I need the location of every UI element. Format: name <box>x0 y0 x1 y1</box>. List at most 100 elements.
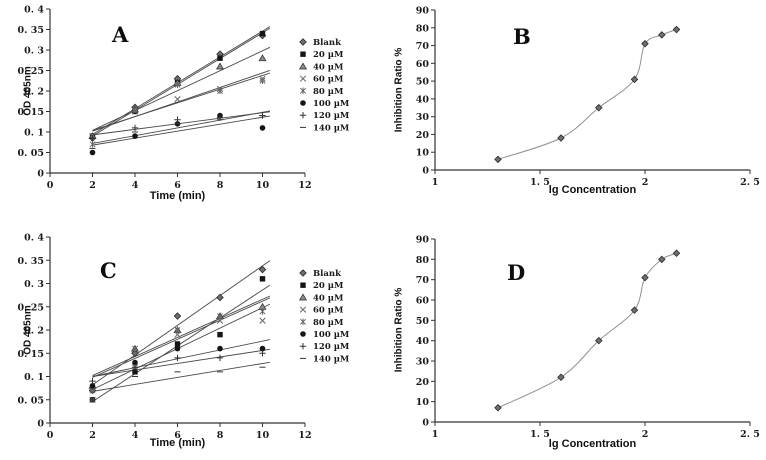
legend-label: 20 µM <box>313 281 344 291</box>
series-inhibition-ratio <box>494 249 681 412</box>
x-axis-label-b: lg Concentration <box>548 184 637 196</box>
diamond-marker <box>641 273 649 282</box>
x-tick-label: 1. 5 <box>530 177 550 188</box>
diamond-marker <box>258 265 267 274</box>
triangle-marker <box>215 62 225 70</box>
x-marker <box>174 96 181 103</box>
legend-label: 120 µM <box>313 342 350 352</box>
legend-item: 140 µM <box>300 123 350 133</box>
circle-marker <box>259 125 266 131</box>
x-tick-label: 4 <box>132 430 139 441</box>
legend-item: 20 µM <box>300 281 344 291</box>
star-marker <box>259 308 266 315</box>
legend-label: 20 µM <box>313 50 344 60</box>
legend-item: 60 µM <box>299 306 344 316</box>
plus-marker <box>259 350 266 357</box>
x-axis-label-d: lg Concentration <box>548 438 637 450</box>
star-marker <box>217 312 223 320</box>
y-tick-label: 40 <box>416 336 430 347</box>
circle-marker <box>132 133 138 139</box>
y-tick-label: 80 <box>416 255 430 266</box>
x-tick-label: 2 <box>89 430 96 441</box>
y-tick-label: 0 <box>37 419 44 430</box>
panel-letter-d: D <box>507 260 526 285</box>
x-marker <box>216 317 224 324</box>
square-marker <box>259 30 266 37</box>
legend-item: 140 µM <box>300 354 350 364</box>
y-tick-label: 80 <box>416 23 430 34</box>
axis-lines <box>434 239 750 423</box>
y-tick-label: 0. 35 <box>18 256 44 267</box>
series-80-µm <box>89 308 266 394</box>
y-tick-label: 0 <box>422 166 429 177</box>
plus-marker <box>89 134 96 142</box>
legend-item: Blank <box>299 269 342 279</box>
series-100-µm <box>89 345 266 389</box>
trendline <box>92 303 271 390</box>
diamond-marker <box>494 404 502 412</box>
x-tick-label: 2. 5 <box>740 177 760 188</box>
x-tick-label: 12 <box>298 180 311 191</box>
x-axis-label-c: Time (min) <box>149 437 206 449</box>
diamond-marker <box>641 40 649 48</box>
x-tick-label: 1 <box>432 429 439 440</box>
y-tick-label: 90 <box>416 6 430 17</box>
y-tick-label: 50 <box>416 77 430 88</box>
y-tick-label: 0. 1 <box>24 372 44 383</box>
series-80-µm <box>89 77 266 148</box>
triangle-marker <box>298 293 308 301</box>
diamond-marker <box>173 312 182 320</box>
square-marker <box>300 51 306 57</box>
y-tick-label: 30 <box>416 357 430 368</box>
legend-item: 120 µM <box>299 111 350 121</box>
legend-label: 60 µM <box>313 306 344 316</box>
trendline <box>92 339 271 377</box>
y-axis-label-a: OD 405nm <box>22 66 34 116</box>
diamond-marker <box>658 31 666 39</box>
legend: Blank 20 µM 40 µM 60 µM 80 µM 100 µM 120 µM 140… <box>298 38 350 133</box>
x-tick-label: 0 <box>47 180 54 191</box>
legend-item: 100 µM <box>300 330 350 340</box>
y-tick-label: 50 <box>416 316 430 327</box>
star-marker <box>132 345 138 352</box>
trendline <box>92 284 271 402</box>
x-tick-label: 1 <box>432 177 439 188</box>
legend-item: 80 µM <box>300 87 344 97</box>
plus-marker <box>174 354 181 362</box>
panel-b: B Inhibition Ratio % 0 10 20 30 40 50 60 70 80 90… <box>383 0 766 230</box>
panel-letter-a: A <box>112 22 129 47</box>
y-tick-label: 0. 4 <box>24 5 44 16</box>
x-tick-label: 4 <box>132 180 139 191</box>
axis-lines <box>434 10 750 171</box>
circle-marker <box>217 345 223 352</box>
star-marker <box>217 87 223 95</box>
diamond-marker <box>216 293 224 302</box>
trendline <box>92 348 271 377</box>
legend-item: 60 µM <box>299 75 344 85</box>
legend-item: 40 µM <box>298 62 344 72</box>
square-marker <box>217 55 223 61</box>
x-tick-label: 1. 5 <box>530 429 550 440</box>
triangle-marker <box>258 54 267 62</box>
y-tick-label: 0. 15 <box>18 107 44 118</box>
y-tick-label: 70 <box>416 275 430 286</box>
legend-label: 120 µM <box>313 111 350 121</box>
trendline <box>92 361 271 392</box>
x-tick-label: 10 <box>256 430 270 441</box>
y-tick-label: 0. 15 <box>18 349 44 360</box>
legend-item: 120 µM <box>299 342 350 352</box>
diamond-marker <box>630 75 639 84</box>
x-tick-label: 8 <box>217 180 224 191</box>
y-axis-label-d: Inhibition Ratio % <box>393 287 405 373</box>
trendline <box>92 297 271 378</box>
chart-plot-c: 0 0. 05 0. 1 0. 15 0. 2 0. 25 0. 3 0. 35 0. 4 0 2 4… <box>18 233 350 442</box>
plus-marker <box>89 377 96 385</box>
series-inhibition-ratio <box>494 25 681 164</box>
square-marker <box>174 341 181 347</box>
diamond-marker <box>672 249 681 257</box>
legend-label: 40 µM <box>313 62 344 72</box>
x-marker <box>299 75 307 82</box>
y-tick-label: 60 <box>416 296 430 307</box>
legend-item: Blank <box>299 38 342 48</box>
